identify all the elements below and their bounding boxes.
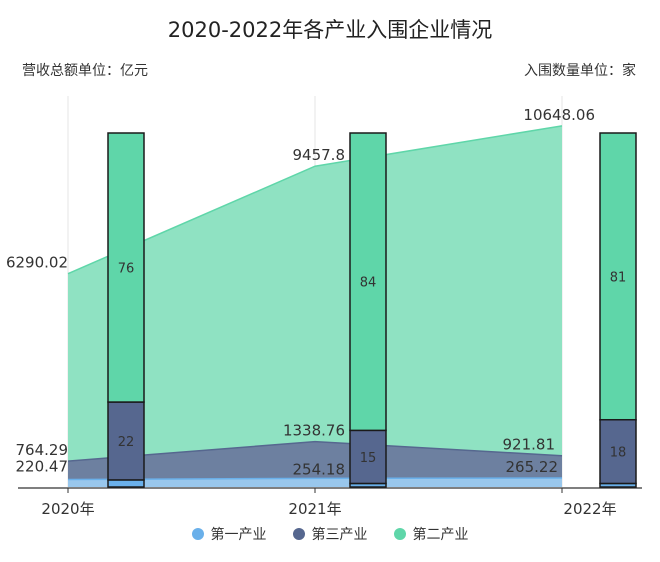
bar-label-2021年-第三产业: 15 xyxy=(360,451,377,466)
legend-label-primary: 第一产业 xyxy=(210,527,267,543)
bar-label-2022年-第二产业: 81 xyxy=(610,270,627,285)
legend-item-primary[interactable]: 第一产业 xyxy=(191,524,267,544)
revenue-label-第二产业-0: 6290.02 xyxy=(6,254,68,272)
bar-2020年-第三产业[interactable] xyxy=(107,401,145,481)
area-line-第一产业 xyxy=(67,477,563,481)
legend-item-tertiary[interactable]: 第三产业 xyxy=(292,524,368,544)
bar-2022年-第三产业[interactable] xyxy=(599,418,637,485)
chart-title: 2020-2022年各产业入围企业情况 xyxy=(167,18,493,42)
bar-2020年-第一产业[interactable] xyxy=(107,479,145,488)
area-第二产业 xyxy=(68,125,562,487)
legend-dot-secondary xyxy=(393,528,406,540)
revenue-label-第二产业-2: 10648.06 xyxy=(523,106,595,124)
revenue-unit-label: 营收总额单位：亿元 xyxy=(22,63,148,79)
x-tick-label-1: 2021年 xyxy=(288,500,341,518)
revenue-label-第一产业-0: 220.47 xyxy=(16,458,69,476)
bar-2022年-第二产业[interactable] xyxy=(599,132,637,421)
bar-label-2022年-第三产业: 18 xyxy=(610,446,627,461)
legend-item-secondary[interactable]: 第二产业 xyxy=(393,524,469,544)
bar-2020年-第二产业[interactable] xyxy=(107,132,145,403)
bar-label-2020年-第三产业: 22 xyxy=(118,435,135,450)
area-第一产业 xyxy=(68,478,562,487)
legend-dot-primary xyxy=(191,528,204,540)
legend-label-tertiary: 第三产业 xyxy=(311,527,368,543)
revenue-label-第三产业-2: 921.81 xyxy=(503,436,556,454)
bar-2021年-第二产业[interactable] xyxy=(349,132,387,432)
revenue-label-第三产业-0: 764.29 xyxy=(16,441,69,459)
area-line-第三产业 xyxy=(67,440,563,462)
count-unit-label: 入围数量单位：家 xyxy=(524,63,636,79)
legend-label-secondary: 第二产业 xyxy=(412,527,469,543)
x-tick-label-2: 2022年 xyxy=(563,500,616,518)
bar-label-2021年-第二产业: 84 xyxy=(360,276,377,291)
area-layer xyxy=(67,125,563,487)
revenue-label-第一产业-1: 254.18 xyxy=(293,460,346,478)
legend-dot-tertiary xyxy=(292,528,305,540)
x-tick-label-0: 2020年 xyxy=(41,500,94,518)
area-line-第二产业 xyxy=(67,125,563,275)
revenue-label-第三产业-1: 1338.76 xyxy=(283,422,345,440)
area-第三产业 xyxy=(68,441,562,487)
bar-label-2020年-第二产业: 76 xyxy=(118,262,135,277)
legend: 第一产业 第三产业 第二产业 xyxy=(0,524,660,544)
revenue-label-第二产业-1: 9457.8 xyxy=(293,146,346,164)
revenue-label-第一产业-2: 265.22 xyxy=(506,458,559,476)
bar-2021年-第三产业[interactable] xyxy=(349,429,387,485)
label-layer: 22 76 15 84 18 81 220.47 254.18 265.22 764.29 1338… xyxy=(6,106,626,518)
bar-layer xyxy=(107,132,637,488)
